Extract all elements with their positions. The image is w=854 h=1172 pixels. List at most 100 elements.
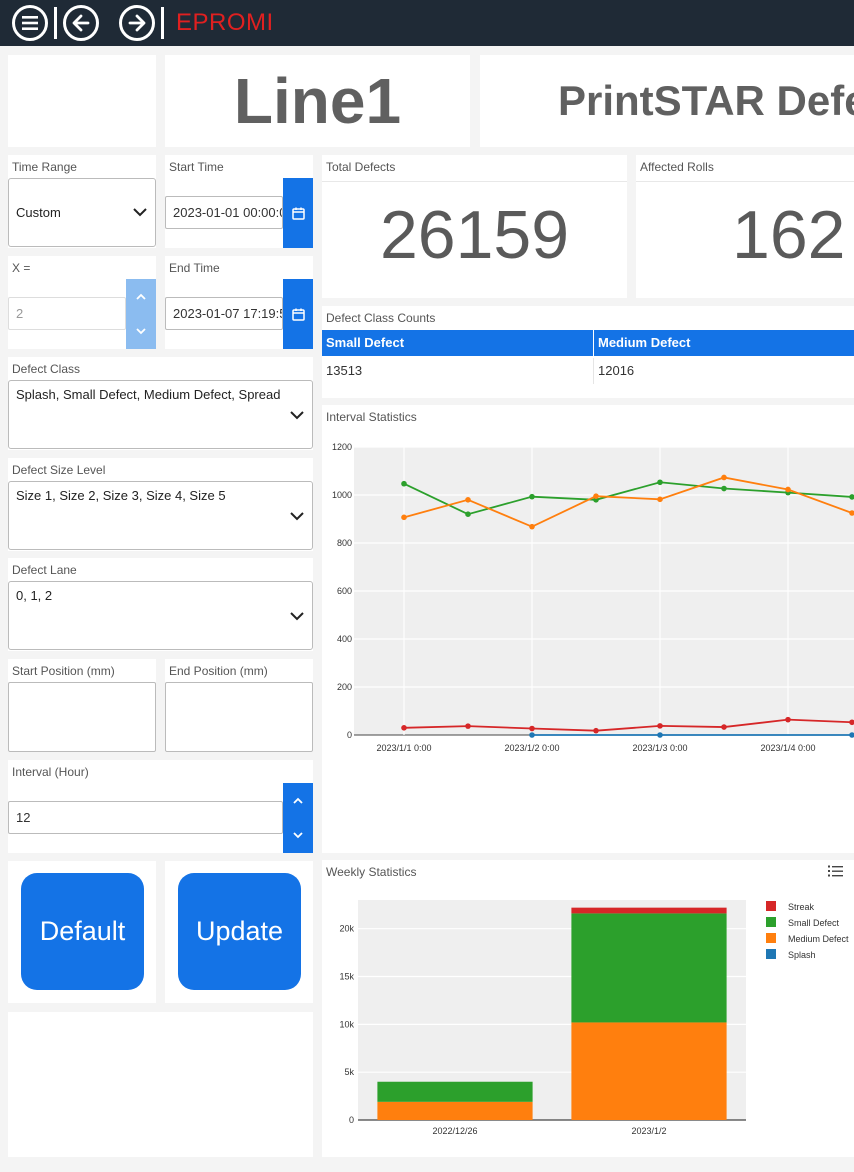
x-value: 2 <box>16 306 24 321</box>
legend-swatch <box>766 901 776 911</box>
y-tick-label: 0 <box>349 1115 354 1125</box>
series-line <box>403 476 853 528</box>
x-decrement-button[interactable] <box>126 314 156 349</box>
start-position-input[interactable] <box>8 682 156 752</box>
interval-statistics-panel: Interval Statistics 0 200 400 600 800 1000 120… <box>322 405 854 853</box>
data-point <box>657 732 663 738</box>
defect-size-level-select[interactable]: Size 1, Size 2, Size 3, Size 4, Size 5 <box>8 481 313 550</box>
defect-lane-select[interactable]: 0, 1, 2 <box>8 581 313 650</box>
x-increment-button[interactable] <box>126 279 156 314</box>
chevron-down-icon <box>290 411 304 420</box>
data-point <box>721 724 727 730</box>
x-tick-label: 2023/1/3 0:00 <box>632 743 687 753</box>
default-button-panel: Default <box>8 861 156 1003</box>
end-time-panel: End Time 2023-01-07 17:19:59 <box>165 256 313 349</box>
total-defects-label: Total Defects <box>326 160 396 174</box>
logo-panel <box>8 55 156 147</box>
x-input[interactable]: 2 <box>8 297 126 330</box>
defect-size-level-panel: Defect Size Level Size 1, Size 2, Size 3… <box>8 458 313 551</box>
menu-icon <box>22 16 38 30</box>
end-time-value: 2023-01-07 17:19:59 <box>173 306 283 321</box>
start-time-input[interactable]: 2023-01-01 00:00:00 <box>165 196 283 229</box>
data-point <box>657 479 663 486</box>
interval-decrement-button[interactable] <box>283 818 313 853</box>
defect-lane-panel: Defect Lane 0, 1, 2 <box>8 558 313 651</box>
divider <box>636 181 854 182</box>
y-tick-label: 400 <box>337 634 352 644</box>
update-button-panel: Update <box>165 861 313 1003</box>
forward-button[interactable] <box>119 5 155 41</box>
end-position-input[interactable] <box>165 682 313 752</box>
interval-statistics-chart: 0 200 400 600 800 1000 1200 2023/1/1 0:00 2023/1… <box>332 442 854 753</box>
start-position-panel: Start Position (mm) <box>8 659 156 752</box>
bar-segment <box>571 1022 727 1120</box>
data-point <box>849 494 854 500</box>
total-defects-value: 26159 <box>379 197 570 273</box>
update-button[interactable]: Update <box>178 873 301 990</box>
start-time-value: 2023-01-01 00:00:00 <box>173 205 283 220</box>
list-icon[interactable] <box>828 865 844 877</box>
legend-label: Small Defect <box>788 918 840 928</box>
forward-arrow-icon <box>128 14 146 32</box>
weekly-statistics-title: Weekly Statistics <box>326 865 417 879</box>
chevron-down-icon <box>290 612 304 621</box>
divider <box>322 181 627 182</box>
interval-increment-button[interactable] <box>283 783 313 818</box>
x-label: X = <box>12 261 31 275</box>
time-range-select[interactable]: Custom <box>8 178 156 247</box>
y-tick-label: 20k <box>339 924 354 934</box>
data-point <box>849 719 854 726</box>
data-point <box>593 493 599 499</box>
report-title-panel: PrintSTAR Defect <box>480 55 854 147</box>
end-time-calendar-button[interactable] <box>283 279 313 349</box>
y-tick-label: 600 <box>337 586 352 596</box>
x-tick-label: 2022/12/26 <box>432 1126 477 1136</box>
data-point <box>657 723 663 729</box>
defect-class-select[interactable]: Splash, Small Defect, Medium Defect, Spr… <box>8 380 313 449</box>
data-point <box>465 497 471 503</box>
x-tick-label: 2023/1/2 0:00 <box>504 743 559 753</box>
y-tick-label: 1200 <box>332 442 352 452</box>
end-position-panel: End Position (mm) <box>165 659 313 752</box>
data-point <box>529 725 535 732</box>
weekly-statistics-panel: Weekly Statistics 0 5k 10k 15k 20k 2022/12/26… <box>322 860 854 1157</box>
data-point <box>593 727 599 734</box>
data-point <box>465 723 471 729</box>
top-bar: EPROMI <box>0 0 854 46</box>
data-point <box>465 511 471 517</box>
data-point <box>401 725 407 731</box>
default-button[interactable]: Default <box>21 873 144 990</box>
total-defects-panel: Total Defects 26159 <box>322 155 627 298</box>
start-time-panel: Start Time 2023-01-01 00:00:00 <box>165 155 313 248</box>
data-point <box>401 480 407 487</box>
line-title: Line1 <box>233 65 402 137</box>
legend-swatch <box>766 949 776 959</box>
interval-value: 12 <box>16 810 31 825</box>
start-time-calendar-button[interactable] <box>283 178 313 248</box>
menu-button[interactable] <box>12 5 48 41</box>
interval-label: Interval (Hour) <box>12 765 89 779</box>
y-tick-label: 5k <box>344 1067 354 1077</box>
chevron-up-icon <box>293 797 303 804</box>
defect-size-level-value: Size 1, Size 2, Size 3, Size 4, Size 5 <box>16 488 226 503</box>
calendar-icon <box>291 308 305 321</box>
divider <box>161 7 164 39</box>
report-title: PrintSTAR Defect <box>558 77 854 124</box>
defect-class-counts-title: Defect Class Counts <box>326 311 436 325</box>
back-button[interactable] <box>63 5 99 41</box>
interval-input[interactable]: 12 <box>8 801 283 834</box>
data-point <box>785 486 791 493</box>
affected-rolls-value: 162 <box>732 197 846 273</box>
start-time-label: Start Time <box>169 160 224 174</box>
bar-segment <box>377 1101 533 1120</box>
chevron-down-icon <box>290 512 304 521</box>
bar-segment <box>377 1081 533 1102</box>
defect-lane-value: 0, 1, 2 <box>16 588 53 603</box>
series-line <box>403 481 853 516</box>
y-tick-label: 800 <box>337 538 352 548</box>
table-header: Small Defect Medium Defect <box>322 330 854 356</box>
end-time-input[interactable]: 2023-01-07 17:19:59 <box>165 297 283 330</box>
bar-segment <box>571 913 727 1023</box>
weekly-statistics-chart: 0 5k 10k 15k 20k 2022/12/26 2023/1/2 Streak Smal… <box>339 900 849 1136</box>
empty-panel <box>8 1012 313 1157</box>
